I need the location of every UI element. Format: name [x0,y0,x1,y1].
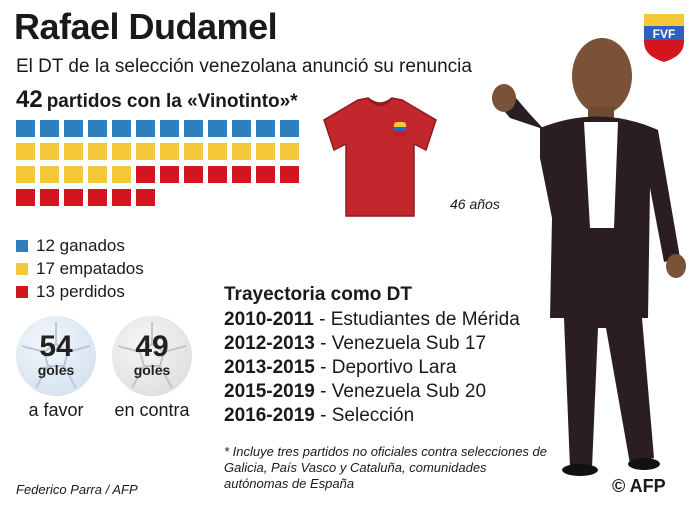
football-pattern-icon [117,322,187,389]
result-cell-drawn [184,143,203,160]
legend-lost-swatch [16,286,28,298]
result-cell-drawn [136,143,155,160]
goals-against-caption: en contra [114,400,190,420]
age-label: 46 años [450,196,500,212]
result-cell-drawn [16,143,35,160]
result-cell-won [64,120,83,137]
result-cell-won [208,120,227,137]
result-cell-won [280,120,299,137]
result-cell-lost [136,166,155,183]
fvf-logo-text: FVF [653,27,676,41]
subtitle: El DT de la selección venezolana anunció… [16,56,472,77]
career-row: 2010-2011 - Estudiantes de Mérida [224,309,520,331]
result-cell-drawn [280,143,299,160]
result-cell-won [256,120,275,137]
result-cell-drawn [232,143,251,160]
legend-drawn: 17 empatados [16,259,144,279]
result-cell-lost [232,166,251,183]
result-cell-lost [40,189,59,206]
career-row: 2013-2015 - Deportivo Lara [224,357,456,379]
legend-drawn-label: 17 empatados [36,259,144,278]
result-cell-lost [184,166,203,183]
result-cell-won [136,120,155,137]
career-row: 2015-2019 - Venezuela Sub 20 [224,381,486,403]
result-cell-lost [160,166,179,183]
result-cell-drawn [64,166,83,183]
career-team: - Deportivo Lara [314,357,457,378]
legend-lost-label: 13 perdidos [36,282,125,301]
goals-for-ball: 54 goles [16,316,96,396]
career-title: Trayectoria como DT [224,284,412,305]
legend-lost: 13 perdidos [16,282,125,302]
goals-for-caption: a favor [28,400,84,420]
goals-against-value: 49 [135,330,169,363]
career-team: - Estudiantes de Mérida [313,309,520,330]
career-years: 2016-2019 [224,405,315,426]
result-cell-lost [208,166,227,183]
result-cell-drawn [256,143,275,160]
coach-photo [492,38,686,476]
legend-won: 12 ganados [16,236,125,256]
result-cell-drawn [40,166,59,183]
result-cell-won [160,120,179,137]
photo-credit: Federico Parra / AFP [16,482,138,497]
result-cell-drawn [112,143,131,160]
result-cell-lost [280,166,299,183]
result-cell-drawn [88,143,107,160]
result-cell-lost [64,189,83,206]
result-cell-lost [16,189,35,206]
result-cell-won [184,120,203,137]
career-team: - Venezuela Sub 20 [314,381,487,402]
result-cell-lost [136,189,155,206]
legend-won-label: 12 ganados [36,236,125,255]
career-team: - Selección [314,405,415,426]
legend-won-swatch [16,240,28,252]
career-team: - Venezuela Sub 17 [314,333,487,354]
goals-against-label: goles [133,362,171,378]
result-cell-lost [112,189,131,206]
career-row: 2016-2019 - Selección [224,405,414,427]
page-title: Rafael Dudamel [14,6,278,47]
goals-for-label: goles [37,362,75,378]
career-row: 2012-2013 - Venezuela Sub 17 [224,333,486,355]
legend-drawn-swatch [16,263,28,275]
career-years: 2013-2015 [224,357,315,378]
result-cell-lost [88,189,107,206]
goals-for-value: 54 [39,330,73,363]
matches-number: 42 [16,86,43,113]
result-cell-won [88,120,107,137]
result-cell-drawn [208,143,227,160]
result-cell-drawn [64,143,83,160]
agency-logo: © AFP [612,476,666,496]
matches-heading: 42 partidos con la «Vinotinto»* [16,86,298,114]
career-years: 2012-2013 [224,333,315,354]
result-cell-won [16,120,35,137]
result-cell-won [40,120,59,137]
matches-text: partidos con la «Vinotinto»* [46,91,298,112]
career-years: 2010-2011 [224,309,314,330]
result-cell-won [232,120,251,137]
result-cell-drawn [88,166,107,183]
result-cell-drawn [160,143,179,160]
football-pattern-icon [21,322,91,389]
result-cell-lost [256,166,275,183]
result-cell-drawn [112,166,131,183]
result-cell-drawn [40,143,59,160]
fvf-crest-logo: FVF [644,14,684,62]
result-cell-drawn [16,166,35,183]
jersey-icon [323,97,437,217]
result-cell-won [112,120,131,137]
footnote: * Incluye tres partidos no oficiales con… [224,444,548,491]
career-years: 2015-2019 [224,381,315,402]
goals-against-ball: 49 goles [112,316,192,396]
